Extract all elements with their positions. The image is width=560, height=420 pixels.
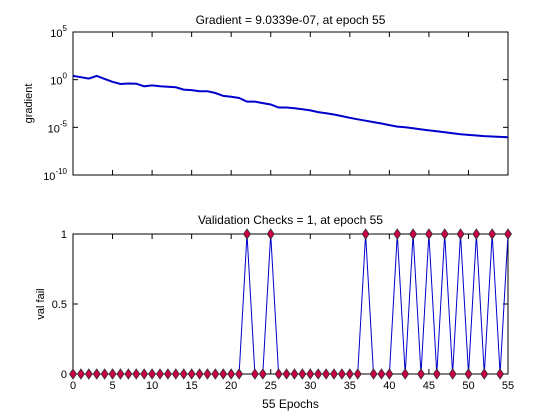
gradient-y-tick-label: 10-10 xyxy=(43,167,67,183)
x-axis-label: 55 Epochs xyxy=(262,397,319,411)
validation-y-tick-label: 0 xyxy=(61,369,67,381)
validation-x-tick-label: 45 xyxy=(423,380,435,392)
validation-x-tick-label: 10 xyxy=(146,380,158,392)
validation-x-tick-label: 0 xyxy=(70,380,76,392)
validation-x-tick-label: 30 xyxy=(304,380,316,392)
validation-y-axis-label: val fail xyxy=(35,288,47,319)
gradient-plot-area xyxy=(73,32,508,175)
validation-x-tick-label: 5 xyxy=(109,380,115,392)
validation-x-tick-label: 55 xyxy=(502,380,514,392)
validation-x-tick-label: 20 xyxy=(225,380,237,392)
validation-x-tick-label: 15 xyxy=(186,380,198,392)
validation-x-tick-label: 50 xyxy=(462,380,474,392)
validation-x-tick-label: 35 xyxy=(344,380,356,392)
gradient-y-axis-label: gradient xyxy=(23,84,35,124)
validation-x-tick-label: 25 xyxy=(265,380,277,392)
gradient-y-tick-label: 105 xyxy=(50,24,67,40)
validation-x-tick-label: 40 xyxy=(383,380,395,392)
validation-y-tick-label: 1 xyxy=(61,229,67,241)
gradient-y-tick-label: 100 xyxy=(50,72,67,88)
validation-chart-title: Validation Checks = 1, at epoch 55 xyxy=(198,213,383,227)
gradient-chart-title: Gradient = 9.0339e-07, at epoch 55 xyxy=(196,13,386,27)
validation-y-tick-label: 0.5 xyxy=(52,299,67,311)
gradient-y-tick-label: 10-5 xyxy=(48,119,68,135)
validation-plot-area xyxy=(73,234,508,374)
